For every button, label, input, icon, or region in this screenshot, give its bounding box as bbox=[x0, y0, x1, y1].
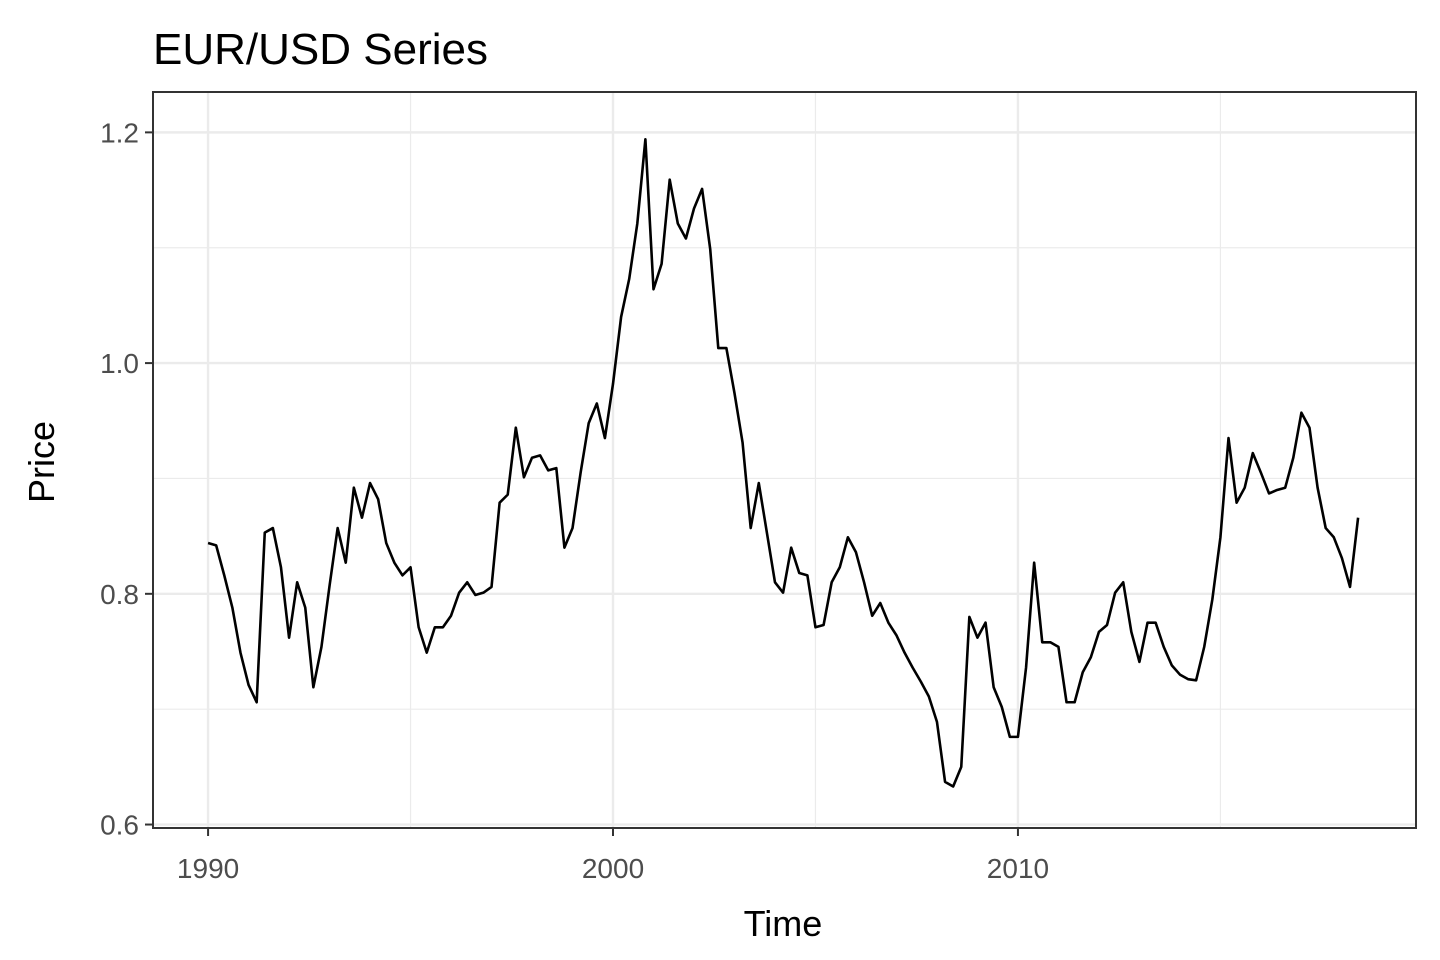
x-axis-label: Time bbox=[744, 903, 823, 944]
y-tick-label: 0.6 bbox=[100, 810, 139, 841]
y-tick-label: 1.0 bbox=[100, 348, 139, 379]
y-tick-label: 1.2 bbox=[100, 117, 139, 148]
panel-border bbox=[152, 91, 1417, 829]
x-tick-label: 2010 bbox=[987, 853, 1049, 884]
x-tick-label: 1990 bbox=[177, 853, 239, 884]
line bbox=[207, 138, 1360, 788]
y-axis-label: Price bbox=[21, 421, 62, 503]
y-tick-label: 0.8 bbox=[100, 579, 139, 610]
chart-title: EUR/USD Series bbox=[153, 25, 488, 74]
x-tick-label: 2000 bbox=[582, 853, 644, 884]
plot-area: 1990 2000 2010 0.6 0.8 1.0 1.2 bbox=[100, 91, 1417, 884]
